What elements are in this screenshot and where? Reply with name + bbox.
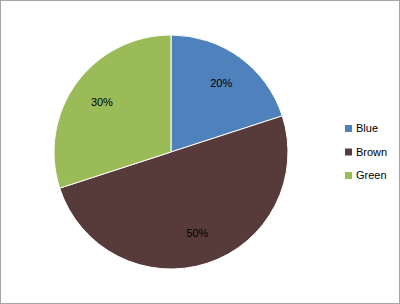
legend-item: Brown bbox=[345, 146, 387, 158]
legend-swatch bbox=[345, 149, 352, 156]
pie bbox=[54, 35, 288, 269]
data-label: 50% bbox=[186, 227, 208, 239]
data-labels: 20% 50% 30% bbox=[91, 77, 233, 239]
legend-swatch bbox=[345, 125, 352, 132]
data-label: 20% bbox=[210, 77, 232, 89]
legend-label: Brown bbox=[356, 146, 387, 158]
pie-slice bbox=[54, 35, 171, 188]
data-label: 30% bbox=[91, 96, 113, 108]
chart-frame bbox=[1, 1, 400, 304]
legend-item: Green bbox=[345, 169, 387, 181]
legend-swatch bbox=[345, 172, 352, 179]
legend-label: Green bbox=[356, 169, 387, 181]
chart: 20% 50% 30% Blue Brown Green bbox=[0, 0, 400, 304]
legend-item: Blue bbox=[345, 122, 378, 134]
legend-label: Blue bbox=[356, 122, 378, 134]
legend: Blue Brown Green bbox=[345, 122, 387, 181]
